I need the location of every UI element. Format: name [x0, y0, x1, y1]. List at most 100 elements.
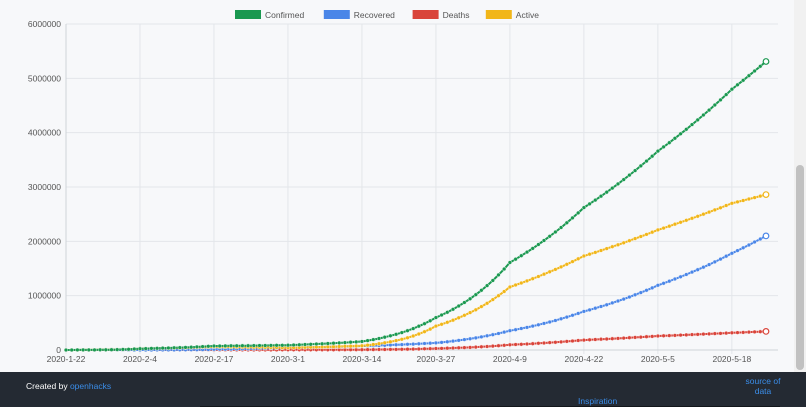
data-point-active: [388, 339, 393, 344]
data-point-recovered: [661, 281, 666, 286]
data-point-deaths: [462, 345, 467, 350]
data-point-deaths: [587, 337, 592, 342]
data-point-active: [724, 203, 729, 208]
data-point-confirmed: [428, 318, 433, 323]
data-point-active: [684, 218, 689, 223]
data-point-confirmed: [701, 112, 706, 118]
data-point-deaths: [604, 336, 609, 342]
legend-swatch-recovered: [323, 10, 350, 19]
data-point-active: [450, 318, 456, 323]
data-point-active: [672, 222, 677, 227]
data-point-confirmed: [166, 345, 171, 351]
scrollbar-thumb[interactable]: [796, 165, 804, 370]
data-point-active: [741, 198, 746, 203]
data-point-deaths: [468, 345, 473, 350]
data-point-active: [650, 230, 655, 235]
data-point-confirmed: [576, 210, 581, 215]
data-point-confirmed: [519, 253, 524, 258]
legend-label-confirmed: Confirmed: [265, 10, 304, 20]
data-point-confirmed: [627, 173, 632, 178]
data-point-recovered: [706, 262, 712, 267]
data-point-confirmed: [217, 343, 222, 349]
data-point-deaths: [655, 333, 660, 339]
data-point-confirmed: [513, 257, 518, 262]
data-point-deaths: [371, 347, 376, 352]
data-point-active: [405, 335, 410, 340]
inspiration-link[interactable]: Inspiration: [578, 396, 618, 406]
data-point-deaths: [638, 335, 643, 340]
data-point-deaths: [547, 340, 552, 345]
data-point-confirmed: [75, 347, 80, 352]
data-point-active: [661, 226, 666, 231]
data-point-confirmed: [564, 220, 569, 225]
data-point-confirmed: [706, 107, 712, 113]
data-point-recovered: [394, 342, 399, 347]
data-point-active: [468, 310, 473, 315]
data-point-confirmed: [342, 340, 347, 345]
footer-credit: Created by openhacks: [26, 381, 111, 391]
data-point-active: [627, 238, 632, 243]
data-point-deaths: [644, 334, 649, 339]
data-point-active: [456, 315, 461, 320]
data-point-deaths: [570, 338, 575, 344]
data-point-recovered: [672, 276, 677, 282]
data-point-confirmed: [194, 344, 199, 349]
data-point-confirmed: [97, 347, 103, 352]
data-point-confirmed: [746, 73, 751, 78]
data-point-deaths: [485, 344, 490, 349]
data-point-active: [496, 293, 501, 298]
data-point-deaths: [399, 347, 404, 352]
y-tick-label: 3000000: [28, 182, 61, 192]
data-point-deaths: [701, 332, 706, 337]
data-point-recovered: [598, 304, 604, 309]
endpoint-active: [762, 191, 770, 199]
data-point-confirmed: [103, 347, 108, 352]
data-point-confirmed: [678, 131, 683, 136]
data-point-deaths: [632, 335, 638, 340]
data-point-confirmed: [758, 64, 763, 69]
data-point-active: [570, 259, 575, 264]
data-point-recovered: [718, 257, 723, 262]
data-point-deaths: [530, 341, 535, 346]
data-point-confirmed: [729, 87, 734, 92]
vertical-scrollbar[interactable]: [794, 0, 806, 372]
data-point-confirmed: [331, 341, 336, 346]
data-point-active: [371, 342, 376, 347]
data-point-confirmed: [752, 68, 757, 74]
data-point-confirmed: [661, 144, 666, 149]
openhacks-link[interactable]: openhacks: [69, 381, 112, 391]
source-of-data-link[interactable]: source of data: [745, 376, 781, 396]
data-point-deaths: [581, 338, 586, 343]
data-point-active: [359, 343, 364, 348]
data-point-confirmed: [718, 97, 723, 102]
data-point-recovered: [752, 239, 757, 245]
data-point-recovered: [610, 300, 615, 305]
legend-swatch-deaths: [412, 10, 439, 19]
data-point-confirmed: [456, 303, 461, 309]
x-tick-label: 2020-3-1: [271, 354, 305, 364]
data-point-active: [667, 224, 672, 229]
y-tick-label: 2000000: [28, 236, 61, 246]
data-point-confirmed: [615, 181, 621, 186]
data-point-active: [530, 276, 535, 281]
data-point-confirmed: [450, 307, 456, 312]
data-point-active: [354, 343, 359, 349]
data-point-confirmed: [610, 186, 615, 191]
data-point-active: [581, 253, 586, 259]
x-tick-label: 2020-2-4: [123, 354, 157, 364]
data-point-active: [507, 284, 512, 290]
data-point-deaths: [593, 337, 598, 342]
data-point-confirmed: [695, 117, 700, 122]
data-point-recovered: [729, 251, 734, 256]
data-point-deaths: [388, 347, 393, 352]
x-tick-label: 2020-1-22: [47, 354, 86, 364]
data-point-active: [695, 214, 700, 219]
y-tick-label: 5000000: [28, 73, 61, 83]
data-point-confirmed: [593, 198, 598, 203]
endpoint-recovered: [762, 232, 770, 240]
data-point-deaths: [507, 342, 512, 347]
data-point-active: [513, 282, 518, 288]
data-point-recovered: [758, 236, 763, 242]
data-point-deaths: [627, 335, 632, 340]
data-point-active: [348, 344, 353, 349]
